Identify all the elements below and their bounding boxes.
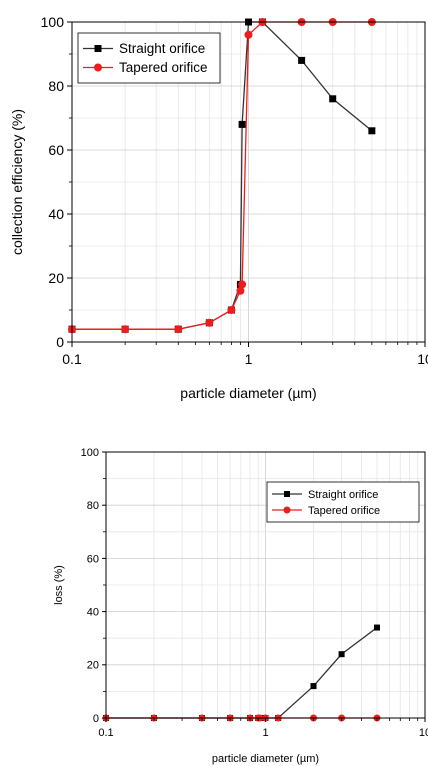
x-tick-label: 10 — [419, 727, 428, 739]
x-tick-label: 0.1 — [98, 727, 113, 739]
series-line-straight-orifice — [106, 627, 378, 719]
ticks-layer: 0.1110020406080100 — [81, 447, 428, 739]
legend-square-marker-icon — [94, 45, 102, 52]
ticks-layer: 0.1110020406080100 — [41, 14, 428, 367]
data-point-square — [238, 120, 246, 128]
legend-entry-tapered-orifice: Tapered orifice — [83, 60, 208, 75]
y-tick-label: 0 — [93, 713, 99, 725]
y-tick-label: 100 — [41, 14, 65, 30]
x-tick-label: 1 — [262, 727, 268, 739]
legend-entry-tapered-orifice: Tapered orifice — [272, 505, 380, 517]
data-point-square — [368, 127, 376, 135]
data-point-square — [298, 56, 306, 64]
data-point-circle — [244, 30, 253, 39]
legend-circle-marker-icon — [283, 506, 291, 514]
collection-efficiency-chart: 0.1110020406080100 particle diameter (µm… — [9, 14, 428, 401]
data-point-square — [310, 683, 317, 690]
y-tick-label: 20 — [87, 660, 99, 672]
legend-box — [77, 32, 221, 84]
data-point-circle — [121, 325, 130, 334]
legend-label: Tapered orifice — [308, 505, 380, 517]
legend-label: Straight orifice — [308, 489, 378, 501]
data-point-circle — [205, 318, 214, 327]
series-layer — [102, 624, 381, 722]
data-point-circle — [238, 280, 247, 289]
x-axis-label: particle diameter (µm) — [180, 385, 316, 401]
legend-label: Tapered orifice — [119, 60, 208, 75]
y-tick-label: 100 — [81, 447, 99, 459]
legend: Straight orifice Tapered orifice — [77, 32, 221, 84]
legend: Straight orifice Tapered orifice — [266, 481, 420, 523]
legend-entry-straight-orifice: Straight orifice — [272, 489, 378, 501]
legend-square-marker-icon — [284, 491, 290, 497]
y-tick-label: 0 — [56, 334, 64, 350]
legend-label: Straight orifice — [119, 41, 205, 56]
y-tick-label: 40 — [87, 606, 99, 618]
y-axis-label: loss (%) — [53, 565, 65, 605]
data-point-square — [338, 651, 345, 658]
x-tick-label: 10 — [417, 351, 428, 367]
y-tick-label: 80 — [48, 78, 64, 94]
loss-chart: 0.1110020406080100 particle diameter (µm… — [53, 447, 428, 765]
y-tick-label: 60 — [48, 142, 64, 158]
legend-entry-straight-orifice: Straight orifice — [83, 41, 205, 56]
y-tick-label: 60 — [87, 553, 99, 565]
data-point-square — [329, 95, 337, 103]
legend-box — [266, 481, 420, 523]
y-tick-label: 80 — [87, 500, 99, 512]
y-axis-label: collection efficiency (%) — [9, 109, 25, 255]
data-point-circle — [236, 286, 245, 295]
x-tick-label: 0.1 — [62, 351, 82, 367]
x-tick-label: 1 — [245, 351, 253, 367]
x-axis-label: particle diameter (µm) — [212, 753, 319, 765]
data-point-circle — [227, 306, 236, 314]
data-point-square — [373, 624, 380, 631]
data-point-circle — [174, 325, 183, 334]
y-tick-label: 20 — [48, 270, 64, 286]
legend-circle-marker-icon — [94, 63, 102, 72]
y-tick-label: 40 — [48, 206, 64, 222]
